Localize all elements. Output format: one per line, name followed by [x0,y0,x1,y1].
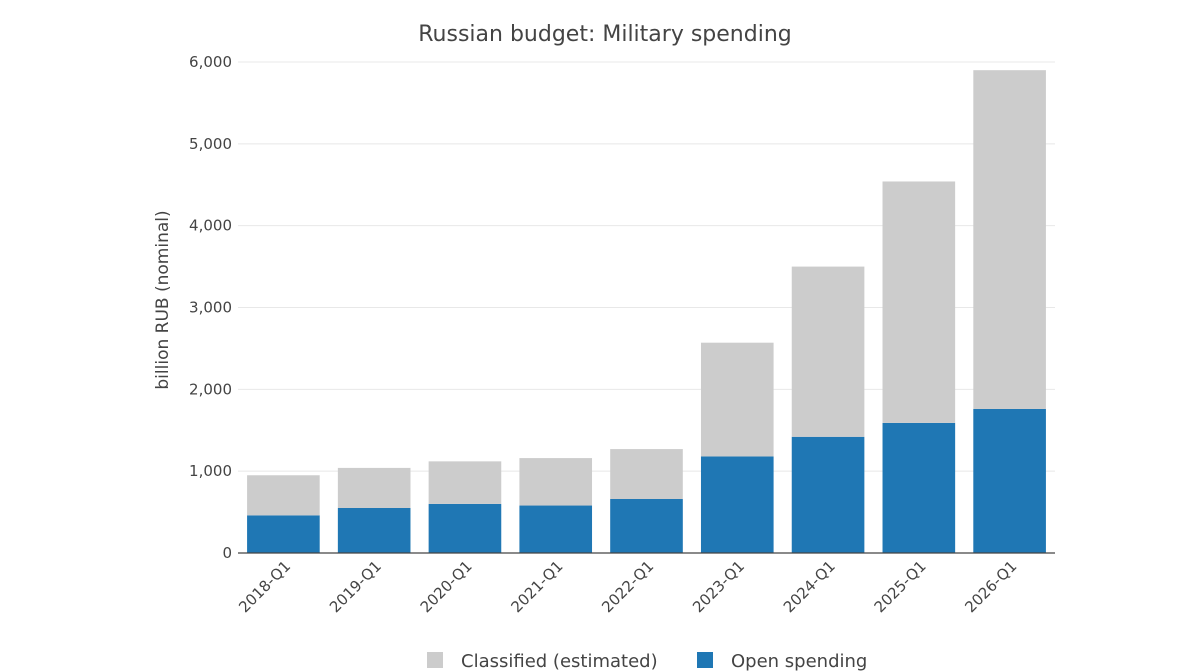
bar-classified-estimated-2020-Q1[interactable] [428,461,502,504]
bar-open-spending-2024-Q1[interactable] [791,436,865,553]
y-tick-label: 0 [222,544,232,562]
x-tick-label: 2025-Q1 [871,557,930,616]
legend-label[interactable]: Classified (estimated) [461,651,658,672]
legend-swatch[interactable] [427,652,443,668]
legend[interactable]: Classified (estimated) Open spending [427,651,867,672]
chart-title: Russian budget: Military spending [418,22,791,47]
bar-open-spending-2025-Q1[interactable] [882,422,956,553]
x-tick-label: 2019-Q1 [326,557,385,616]
bar-classified-estimated-2021-Q1[interactable] [519,458,593,506]
x-tick-label: 2022-Q1 [598,557,657,616]
bar-classified-estimated-2025-Q1[interactable] [882,181,956,423]
bar-classified-estimated-2023-Q1[interactable] [700,342,774,457]
y-tick-label: 2,000 [189,380,232,398]
bar-classified-estimated-2022-Q1[interactable] [610,449,683,499]
x-tick-label: 2020-Q1 [417,557,476,616]
legend-swatch[interactable] [697,652,713,668]
legend-label[interactable]: Open spending [731,651,867,672]
bars [247,70,1046,553]
x-tick-label: 2023-Q1 [689,557,748,616]
y-tick-label: 3,000 [189,299,232,317]
bar-open-spending-2023-Q1[interactable] [700,456,774,553]
y-tick-label: 6,000 [189,53,232,71]
y-tick-label: 4,000 [189,217,232,235]
bar-open-spending-2021-Q1[interactable] [519,505,593,553]
bar-open-spending-2019-Q1[interactable] [337,507,411,553]
y-axis-ticks: 0 1,000 2,000 3,000 4,000 5,000 6,000 [189,53,232,562]
x-tick-label: 2026-Q1 [961,557,1020,616]
y-tick-label: 5,000 [189,135,232,153]
x-tick-label: 2024-Q1 [780,557,839,616]
bar-classified-estimated-2026-Q1[interactable] [973,70,1046,409]
bar-classified-estimated-2019-Q1[interactable] [337,467,411,508]
y-axis-label: billion RUB (nominal) [153,210,173,389]
bar-classified-estimated-2018-Q1[interactable] [247,475,320,516]
x-axis-ticks: 2018-Q1 2019-Q1 2020-Q1 2021-Q1 2022-Q1 2023-… [235,557,1020,616]
bar-open-spending-2018-Q1[interactable] [247,515,320,553]
y-tick-label: 1,000 [189,462,232,480]
x-tick-label: 2018-Q1 [235,557,294,616]
x-tick-label: 2021-Q1 [508,557,567,616]
bar-open-spending-2026-Q1[interactable] [973,408,1046,553]
bar-open-spending-2020-Q1[interactable] [428,503,502,553]
bar-classified-estimated-2024-Q1[interactable] [791,266,865,437]
bar-open-spending-2022-Q1[interactable] [610,498,683,553]
